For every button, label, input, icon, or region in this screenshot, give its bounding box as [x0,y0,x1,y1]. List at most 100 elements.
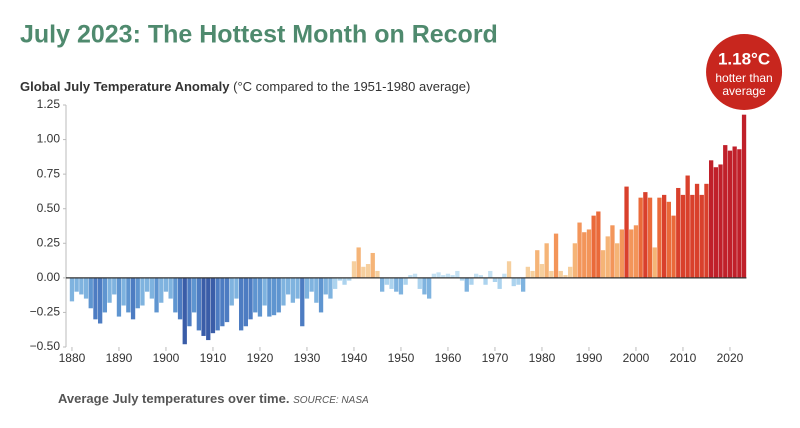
bar [582,232,587,278]
bar [177,277,183,320]
annotation-text: hotter than [715,71,772,85]
bar [79,277,84,295]
bar [93,277,98,320]
x-tick-label: 1930 [294,351,321,365]
bar [323,277,328,295]
bar [173,277,178,313]
y-axis-label: (°C compared to the 1951-1980 average) [233,79,470,94]
bar [347,277,352,281]
bar [384,277,389,285]
bar [281,277,286,306]
bar [210,277,216,334]
x-tick-label: 1940 [341,351,368,365]
bar [455,270,460,278]
caption: Average July temperatures over time. SOU… [58,391,369,406]
bar [215,277,220,331]
bar [737,149,742,278]
bar [502,273,507,278]
bar [629,229,634,278]
bar [271,277,277,316]
bar [516,277,521,285]
bar [638,197,643,278]
bar [365,264,371,278]
bar [586,229,592,278]
bar [403,277,408,285]
source: SOURCE: NASA [293,395,369,406]
bar [417,277,422,289]
bar [657,197,662,278]
bar [671,215,676,278]
bar [544,243,549,278]
annotation-badge [706,34,783,110]
y-tick-label: 1.00 [37,132,61,146]
bar [318,277,324,313]
bar [431,273,436,278]
bar [206,277,211,341]
bar [709,160,714,278]
x-tick-label: 1970 [482,351,509,365]
bar [149,277,154,299]
bar [539,264,545,278]
bar [741,114,747,278]
bar [126,277,131,313]
bar [713,167,718,278]
y-tick-label: 0.00 [37,270,61,284]
bar [351,261,357,278]
bar [267,277,272,317]
bar [192,277,197,313]
x-tick-label: 1950 [388,351,415,365]
bar [239,277,244,331]
bar [304,277,310,299]
x-tick-label: 1920 [247,351,274,365]
bar [412,273,418,278]
bar [521,277,526,292]
bar [229,277,234,306]
bar [572,243,577,278]
bar [187,277,192,327]
bar [112,277,117,295]
bar [257,277,263,317]
bar [450,275,455,278]
bar [727,150,733,278]
bar [497,277,502,289]
bar [356,247,361,278]
bar [666,201,671,278]
bar [676,187,681,278]
bar [723,145,728,278]
bar [389,277,394,289]
bar [98,277,103,324]
x-tick-label: 2010 [670,351,697,365]
bar [309,277,314,292]
x-tick-label: 1890 [106,351,133,365]
bar [459,277,465,281]
bar [163,277,169,292]
bar [380,277,385,292]
bar [394,277,399,292]
bar [718,164,723,278]
bar [427,277,432,299]
bar [643,192,648,278]
bar [140,277,145,306]
bar [511,277,516,287]
x-tick-label: 1980 [529,351,556,365]
annotation-text: average [722,84,766,98]
bar [530,270,535,278]
bar [488,270,493,278]
caption-text: Average July temperatures over time. [58,391,289,406]
bar [243,277,248,327]
bar [605,236,610,278]
bar [262,277,267,306]
bar [220,277,225,327]
bar [88,277,93,309]
x-tick-label: 1880 [59,351,86,365]
x-tick-label: 1900 [153,351,180,365]
bar [107,277,112,303]
bar [253,277,258,313]
chart-title: July 2023: The Hottest Month on Record [20,21,498,49]
subtitle: Global July Temperature Anomaly (°C comp… [20,79,470,94]
bar [408,275,413,278]
bar [615,243,620,278]
bar [600,250,606,278]
bar [704,183,709,278]
